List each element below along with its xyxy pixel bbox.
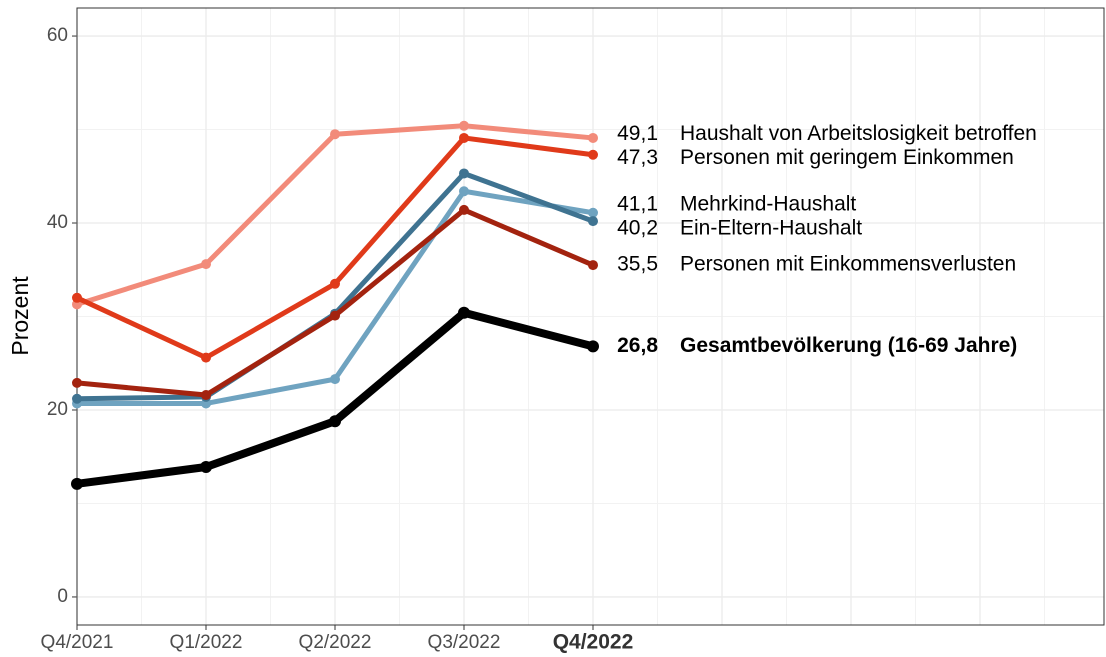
value-label: 47,3 (617, 146, 658, 169)
point (588, 216, 598, 227)
point (71, 477, 83, 490)
series-label: Gesamtbevölkerung (16-69 Jahre) (680, 334, 1017, 357)
y-tick-label: 40 (47, 212, 68, 233)
point (587, 340, 599, 353)
point (200, 461, 212, 474)
point (329, 415, 341, 428)
value-label: 35,5 (617, 253, 658, 276)
point (201, 352, 211, 363)
point (201, 259, 211, 270)
series-label: Mehrkind-Haushalt (680, 192, 856, 215)
point (459, 120, 469, 131)
x-tick-label: Q2/2022 (299, 632, 372, 653)
value-label: 49,1 (617, 122, 658, 145)
point (459, 132, 469, 143)
x-tick-label: Q4/2022 (553, 631, 634, 654)
y-axis-label: Prozent (7, 276, 33, 356)
point (459, 204, 469, 215)
series-label: Personen mit geringem Einkommen (680, 146, 1014, 169)
panel-border (76, 7, 1105, 626)
point (588, 207, 598, 218)
point (330, 129, 340, 140)
point (72, 292, 82, 303)
point (588, 260, 598, 271)
series-label: Haushalt von Arbeitslosigkeit betroffen (680, 122, 1037, 145)
point (330, 278, 340, 289)
point (201, 390, 211, 401)
point (72, 377, 82, 388)
x-tick-label: Q1/2022 (170, 632, 243, 653)
point (588, 149, 598, 160)
point (459, 186, 469, 197)
point (459, 168, 469, 179)
value-label: 26,8 (617, 334, 658, 357)
x-tick-label: Q4/2021 (41, 632, 114, 653)
point (330, 310, 340, 321)
value-label: 41,1 (617, 192, 658, 215)
series-label: Ein-Eltern-Haushalt (680, 216, 862, 239)
point (588, 132, 598, 143)
y-tick-label: 20 (47, 399, 68, 420)
point (330, 374, 340, 385)
point (458, 306, 470, 319)
y-tick-label: 60 (47, 25, 68, 46)
y-tick-label: 0 (57, 586, 68, 607)
value-label: 40,2 (617, 216, 658, 239)
series-label: Personen mit Einkommensverlusten (680, 253, 1016, 276)
x-tick-label: Q3/2022 (428, 632, 501, 653)
point (72, 393, 82, 404)
